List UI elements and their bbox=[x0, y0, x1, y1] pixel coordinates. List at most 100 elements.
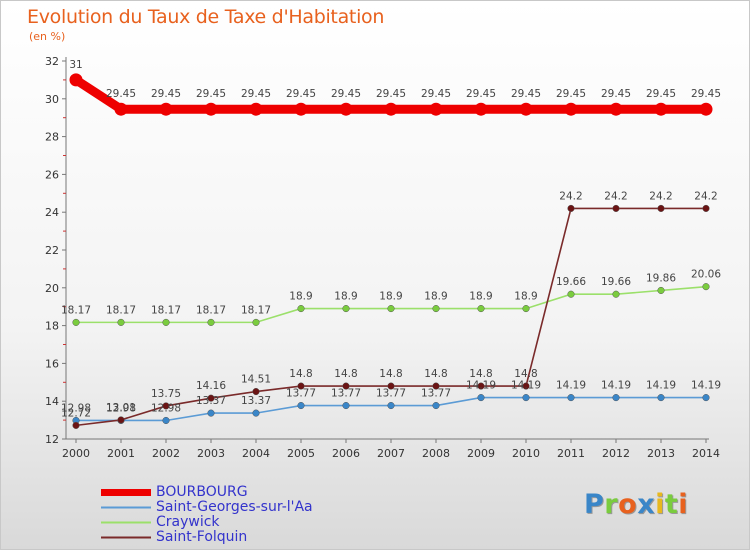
data-label: 18.9 bbox=[424, 291, 447, 303]
data-label: 12.98 bbox=[151, 402, 181, 414]
line-chart: 12 14 16 18 20 22 24 26 28 30 32 2000 2001 2002 2003 20… bbox=[45, 55, 721, 460]
data-label: 18.17 bbox=[61, 304, 91, 316]
data-label: 18.9 bbox=[469, 291, 492, 303]
x-tick-label: 2000 bbox=[62, 447, 90, 460]
data-label: 29.45 bbox=[376, 88, 406, 100]
x-tick-label: 2005 bbox=[287, 447, 315, 460]
x-tick-label: 2011 bbox=[557, 447, 585, 460]
data-label: 29.45 bbox=[106, 88, 136, 100]
data-point bbox=[567, 290, 575, 298]
data-point bbox=[702, 394, 710, 402]
data-label: 20.06 bbox=[691, 269, 721, 281]
proxiti-logo: Proxiti bbox=[584, 489, 689, 520]
data-label: 12.98 bbox=[61, 402, 91, 414]
data-label: 14.16 bbox=[196, 380, 226, 392]
data-point bbox=[429, 102, 443, 116]
x-tick-label: 2010 bbox=[512, 447, 540, 460]
data-point bbox=[162, 402, 170, 410]
data-point bbox=[72, 421, 80, 429]
data-label: 18.9 bbox=[334, 291, 357, 303]
data-label: 24.2 bbox=[604, 190, 627, 202]
data-point bbox=[609, 102, 623, 116]
data-point bbox=[69, 73, 83, 87]
data-point bbox=[522, 382, 530, 390]
data-point bbox=[657, 204, 665, 212]
data-point bbox=[207, 394, 215, 402]
data-point bbox=[204, 102, 218, 116]
data-point bbox=[474, 102, 488, 116]
data-label: 14.8 bbox=[379, 368, 402, 380]
data-point bbox=[519, 102, 533, 116]
legend-label: Saint-Folquin bbox=[156, 529, 248, 545]
data-point bbox=[207, 409, 215, 417]
x-tick-label: 2007 bbox=[377, 447, 405, 460]
data-label: 29.45 bbox=[511, 88, 541, 100]
data-label: 24.2 bbox=[694, 190, 717, 202]
data-point bbox=[117, 318, 125, 326]
data-label: 14.19 bbox=[466, 380, 496, 392]
data-point bbox=[297, 305, 305, 313]
data-point bbox=[297, 382, 305, 390]
legend-item-bourbourg: BOURBOURG bbox=[101, 485, 313, 500]
data-point bbox=[159, 102, 173, 116]
data-point bbox=[114, 102, 128, 116]
data-label: 13.77 bbox=[376, 388, 406, 400]
data-point bbox=[387, 382, 395, 390]
data-label: 24.2 bbox=[649, 190, 672, 202]
x-tick-label: 2012 bbox=[602, 447, 630, 460]
data-label: 29.45 bbox=[691, 88, 721, 100]
data-point bbox=[522, 394, 530, 402]
x-tick-label: 2001 bbox=[107, 447, 135, 460]
legend: BOURBOURG Saint-Georges-sur-l'Aa Craywic… bbox=[101, 485, 313, 545]
data-point bbox=[432, 401, 440, 410]
data-label: 29.45 bbox=[286, 88, 316, 100]
y-tick-label: 30 bbox=[45, 93, 59, 106]
data-label: 13.01 bbox=[106, 402, 136, 414]
data-point bbox=[387, 305, 395, 313]
data-point bbox=[477, 382, 485, 390]
data-label: 14.8 bbox=[424, 368, 447, 380]
data-point bbox=[249, 102, 263, 116]
data-point bbox=[432, 382, 440, 390]
legend-item-saint-folquin: Saint-Folquin bbox=[101, 530, 313, 545]
data-label: 13.75 bbox=[151, 388, 181, 400]
x-tick-label: 2014 bbox=[692, 447, 720, 460]
data-point bbox=[567, 204, 575, 212]
data-point bbox=[612, 290, 620, 298]
data-label: 29.45 bbox=[331, 88, 361, 100]
x-tick-label: 2002 bbox=[152, 447, 180, 460]
x-tick-label: 2013 bbox=[647, 447, 675, 460]
y-tick-label: 14 bbox=[45, 395, 59, 408]
x-tick-label: 2003 bbox=[197, 447, 225, 460]
data-point bbox=[702, 283, 710, 291]
data-label: 14.8 bbox=[334, 368, 357, 380]
data-point bbox=[612, 204, 620, 212]
data-point bbox=[654, 102, 668, 116]
x-tick-label: 2004 bbox=[242, 447, 270, 460]
data-label: 29.45 bbox=[466, 88, 496, 100]
data-label: 14.8 bbox=[289, 368, 312, 380]
data-label: 29.45 bbox=[241, 88, 271, 100]
data-point bbox=[252, 388, 260, 396]
data-label: 14.19 bbox=[691, 380, 721, 392]
data-point bbox=[342, 401, 350, 410]
data-label: 18.17 bbox=[106, 304, 136, 316]
data-label: 19.66 bbox=[556, 276, 586, 288]
data-point bbox=[252, 409, 260, 417]
data-label: 29.45 bbox=[601, 88, 631, 100]
data-label: 31 bbox=[69, 59, 82, 71]
data-label: 12.72 bbox=[61, 407, 91, 419]
y-tick-label: 32 bbox=[45, 55, 59, 68]
y-tick-label: 28 bbox=[45, 131, 59, 144]
data-point bbox=[564, 102, 578, 116]
data-point bbox=[339, 102, 353, 116]
data-point bbox=[162, 318, 170, 326]
data-point bbox=[297, 401, 305, 410]
x-tick-label: 2008 bbox=[422, 447, 450, 460]
data-label: 13.77 bbox=[286, 388, 316, 400]
data-label: 14.8 bbox=[514, 368, 537, 380]
y-tick-label: 26 bbox=[45, 168, 59, 181]
legend-item-craywick: Craywick bbox=[101, 515, 313, 530]
y-tick-label: 22 bbox=[45, 244, 59, 257]
